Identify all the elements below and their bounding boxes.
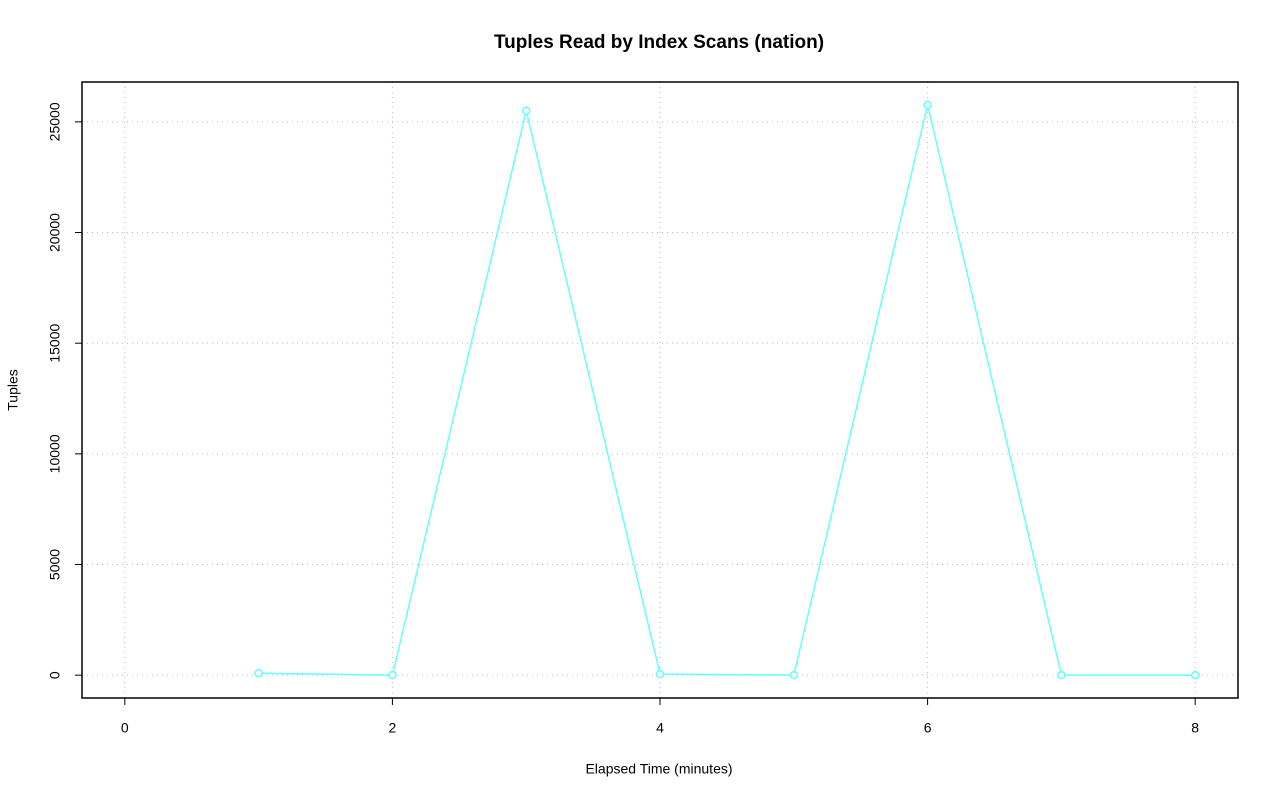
y-axis-label: Tuples xyxy=(5,369,21,411)
y-tick-label: 0 xyxy=(47,671,63,679)
x-tick-label: 8 xyxy=(1191,720,1199,736)
y-tick-label: 10000 xyxy=(47,434,63,473)
data-point xyxy=(789,670,799,680)
data-point xyxy=(388,670,397,680)
y-tick-label: 15000 xyxy=(47,324,63,363)
y-tick-label: 5000 xyxy=(47,549,63,580)
data-point xyxy=(521,106,531,116)
data-point xyxy=(923,100,932,110)
x-tick-label: 2 xyxy=(389,720,397,736)
data-point xyxy=(1057,670,1066,680)
x-axis-label: Elapsed Time (minutes) xyxy=(585,761,732,777)
x-tick-label: 4 xyxy=(656,720,664,736)
plot-frame xyxy=(81,81,1239,699)
data-point xyxy=(655,669,665,679)
y-tick-label: 20000 xyxy=(47,213,63,252)
data-line xyxy=(258,104,1196,676)
data-point xyxy=(1190,670,1200,680)
data-point xyxy=(254,668,263,678)
x-tick-label: 6 xyxy=(924,720,932,736)
y-tick-label: 25000 xyxy=(47,102,63,141)
x-tick-label: 0 xyxy=(121,720,129,736)
chart-title: Tuples Read by Index Scans (nation) xyxy=(494,32,824,53)
